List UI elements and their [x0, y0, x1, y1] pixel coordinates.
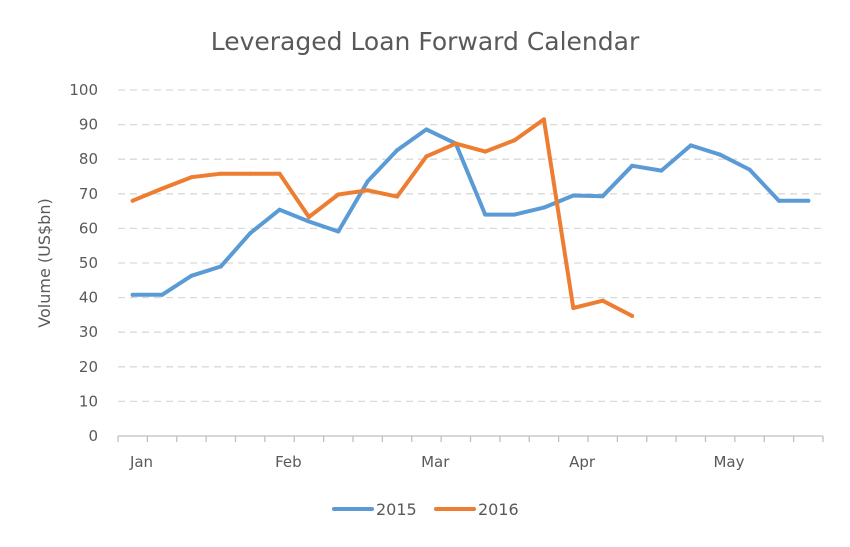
y-tick-label: 60: [79, 219, 98, 237]
series-lines: [130, 117, 811, 318]
data-point-2016: [160, 186, 165, 191]
data-point-2015: [483, 212, 488, 217]
data-point-2015: [718, 152, 723, 157]
data-point-2016: [248, 171, 253, 176]
data-point-2015: [130, 292, 135, 297]
y-axis-ticks: 0 10 20 30 40 50 60 70 80 90 100: [69, 81, 98, 445]
data-point-2015: [747, 167, 752, 172]
y-tick-label: 30: [79, 323, 98, 341]
data-point-2015: [630, 163, 635, 168]
y-tick-label: 10: [79, 392, 98, 410]
data-point-2016: [483, 149, 488, 154]
data-point-2016: [571, 305, 576, 310]
data-point-2015: [659, 168, 664, 173]
x-tick-label: Feb: [275, 453, 302, 471]
legend-label-2015: 2015: [376, 500, 417, 519]
data-point-2016: [424, 154, 429, 159]
data-point-2016: [365, 188, 370, 193]
y-tick-label: 90: [79, 116, 98, 134]
data-point-2016: [130, 198, 135, 203]
data-point-2016: [512, 138, 517, 143]
data-point-2016: [277, 171, 282, 176]
x-axis-ticks: Jan Feb Mar Apr May: [129, 453, 745, 471]
data-point-2016: [336, 192, 341, 197]
data-point-2015: [336, 229, 341, 234]
data-point-2015: [600, 194, 605, 199]
data-point-2015: [277, 207, 282, 212]
data-point-2015: [424, 127, 429, 132]
data-point-2015: [395, 148, 400, 153]
data-point-2015: [688, 143, 693, 148]
data-point-2015: [571, 193, 576, 198]
data-point-2015: [306, 219, 311, 224]
data-point-2016: [453, 141, 458, 146]
x-tick-label: Jan: [129, 453, 153, 471]
series-line-2016: [130, 117, 635, 318]
data-point-2015: [512, 212, 517, 217]
data-point-2015: [806, 198, 811, 203]
data-point-2015: [541, 205, 546, 210]
data-point-2016: [541, 117, 546, 122]
x-tick-label: May: [713, 453, 744, 471]
legend-label-2016: 2016: [478, 500, 519, 519]
y-tick-label: 50: [79, 254, 98, 272]
series-line-2015: [130, 127, 811, 297]
data-point-2015: [776, 198, 781, 203]
y-axis-title: Volume (US$bn): [35, 198, 54, 327]
data-point-2015: [248, 231, 253, 236]
data-point-2015: [189, 273, 194, 278]
x-tick-label: Mar: [421, 453, 450, 471]
chart-title: Leveraged Loan Forward Calendar: [211, 27, 640, 56]
gridlines: [118, 89, 823, 403]
data-point-2015: [365, 179, 370, 184]
x-axis: [117, 435, 824, 442]
data-point-2016: [600, 298, 605, 303]
data-point-2015: [160, 292, 165, 297]
x-tick-label: Apr: [569, 453, 596, 471]
y-tick-label: 80: [79, 150, 98, 168]
y-tick-label: 0: [88, 427, 98, 445]
data-point-2016: [218, 171, 223, 176]
y-tick-label: 40: [79, 289, 98, 307]
data-point-2016: [189, 175, 194, 180]
y-tick-label: 20: [79, 358, 98, 376]
y-tick-label: 100: [69, 81, 98, 99]
data-point-2015: [218, 264, 223, 269]
legend: 2015 2016: [332, 500, 519, 519]
y-tick-label: 70: [79, 185, 98, 203]
data-point-2016: [395, 194, 400, 199]
data-point-2016: [306, 214, 311, 219]
data-point-2016: [630, 313, 635, 318]
